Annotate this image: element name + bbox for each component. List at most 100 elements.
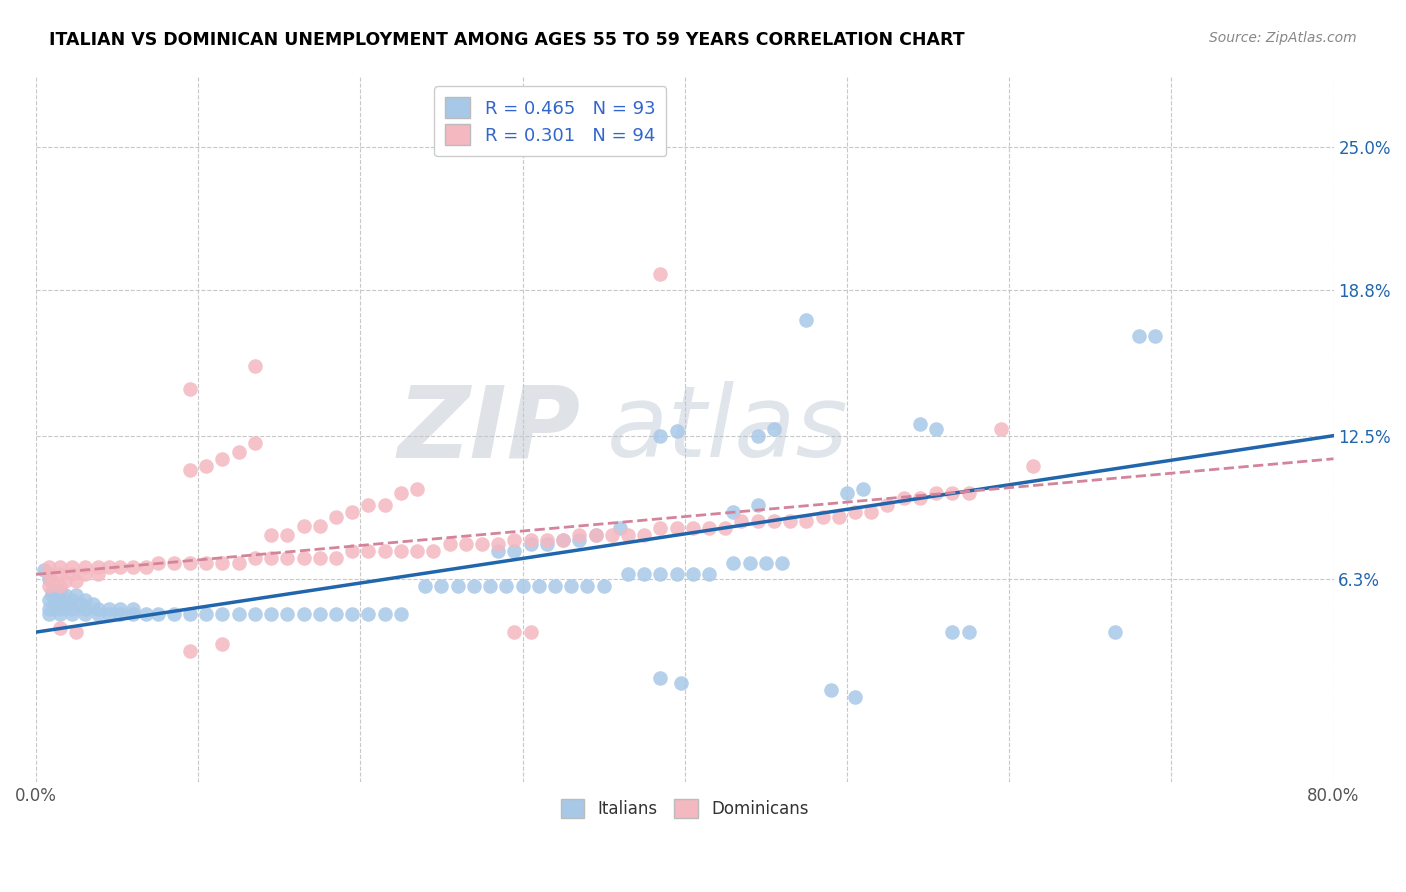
Point [519,537,541,551]
Point [650,521,672,535]
Point [325,509,347,524]
Point [671,676,693,690]
Text: atlas: atlas [607,382,848,478]
Point [60,607,83,621]
Point [211,556,233,570]
Point [633,528,655,542]
Point [65,625,87,640]
Point [260,551,283,566]
Point [519,533,541,547]
Point [650,567,672,582]
Point [73,592,96,607]
Point [97,602,120,616]
Point [41,588,63,602]
Point [495,579,517,593]
Point [650,428,672,442]
Point [585,528,607,542]
Point [844,505,866,519]
Point [747,428,769,442]
Point [844,690,866,704]
Point [544,579,567,593]
Point [454,537,477,551]
Point [73,567,96,582]
Point [110,607,132,621]
Point [195,607,218,621]
Point [32,563,55,577]
Point [463,579,485,593]
Point [406,482,429,496]
Point [876,498,898,512]
Point [697,567,720,582]
Point [65,588,87,602]
Point [38,592,60,607]
Point [110,560,132,574]
Point [422,544,444,558]
Point [342,505,364,519]
Point [58,598,80,612]
Point [38,572,60,586]
Point [551,533,574,547]
Point [512,579,534,593]
Point [617,528,640,542]
Point [374,498,396,512]
Point [697,521,720,535]
Point [146,607,169,621]
Point [374,544,396,558]
Point [820,682,842,697]
Point [1128,329,1150,343]
Point [65,574,87,589]
Point [617,567,640,582]
Point [53,574,76,589]
Point [471,537,494,551]
Point [723,505,745,519]
Point [503,533,526,547]
Point [53,588,76,602]
Point [439,537,461,551]
Point [633,567,655,582]
Point [49,620,72,634]
Point [195,458,218,473]
Point [163,607,186,621]
Point [38,579,60,593]
Point [908,491,931,505]
Point [609,521,631,535]
Point [665,567,688,582]
Point [990,422,1012,436]
Point [195,556,218,570]
Point [86,567,108,582]
Point [38,607,60,621]
Point [479,579,502,593]
Point [665,424,688,438]
Point [755,556,778,570]
Point [44,598,66,612]
Point [925,486,948,500]
Point [276,551,298,566]
Point [682,521,704,535]
Point [86,607,108,621]
Point [38,602,60,616]
Point [260,607,283,621]
Point [276,528,298,542]
Point [49,579,72,593]
Point [179,643,201,657]
Text: ZIP: ZIP [398,382,581,478]
Point [243,359,266,374]
Point [389,607,412,621]
Point [941,486,963,500]
Point [665,521,688,535]
Point [228,556,250,570]
Point [97,607,120,621]
Text: ITALIAN VS DOMINICAN UNEMPLOYMENT AMONG AGES 55 TO 59 YEARS CORRELATION CHART: ITALIAN VS DOMINICAN UNEMPLOYMENT AMONG … [49,31,965,49]
Point [38,567,60,582]
Point [762,514,785,528]
Point [389,486,412,500]
Point [560,579,582,593]
Point [342,544,364,558]
Point [957,625,980,640]
Point [486,544,509,558]
Point [650,671,672,685]
Point [908,417,931,431]
Point [796,313,818,327]
Point [49,607,72,621]
Point [135,607,157,621]
